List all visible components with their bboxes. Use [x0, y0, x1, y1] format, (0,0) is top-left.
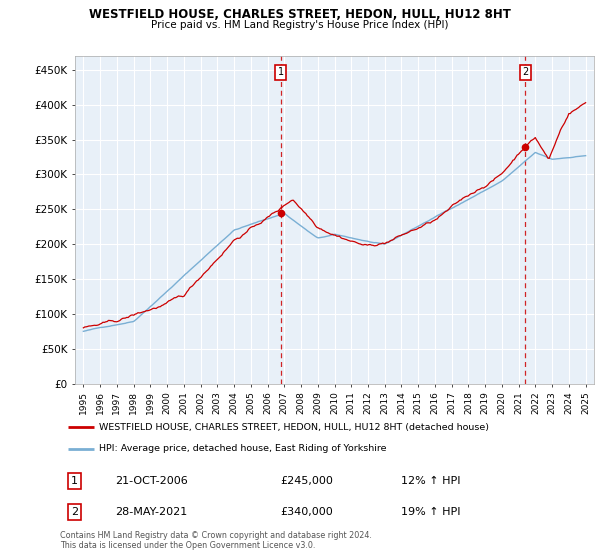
Text: 1: 1	[278, 67, 284, 77]
Text: Price paid vs. HM Land Registry's House Price Index (HPI): Price paid vs. HM Land Registry's House …	[151, 20, 449, 30]
Text: £340,000: £340,000	[281, 507, 333, 517]
Text: £245,000: £245,000	[281, 477, 334, 486]
Text: HPI: Average price, detached house, East Riding of Yorkshire: HPI: Average price, detached house, East…	[100, 444, 387, 454]
Text: 1: 1	[71, 477, 78, 486]
Text: WESTFIELD HOUSE, CHARLES STREET, HEDON, HULL, HU12 8HT: WESTFIELD HOUSE, CHARLES STREET, HEDON, …	[89, 8, 511, 21]
Text: Contains HM Land Registry data © Crown copyright and database right 2024.
This d: Contains HM Land Registry data © Crown c…	[60, 531, 372, 550]
Text: 12% ↑ HPI: 12% ↑ HPI	[401, 477, 461, 486]
Text: WESTFIELD HOUSE, CHARLES STREET, HEDON, HULL, HU12 8HT (detached house): WESTFIELD HOUSE, CHARLES STREET, HEDON, …	[100, 423, 490, 432]
Text: 2: 2	[522, 67, 529, 77]
Text: 28-MAY-2021: 28-MAY-2021	[115, 507, 187, 517]
Text: 21-OCT-2006: 21-OCT-2006	[115, 477, 188, 486]
Text: 2: 2	[71, 507, 78, 517]
Text: 19% ↑ HPI: 19% ↑ HPI	[401, 507, 461, 517]
